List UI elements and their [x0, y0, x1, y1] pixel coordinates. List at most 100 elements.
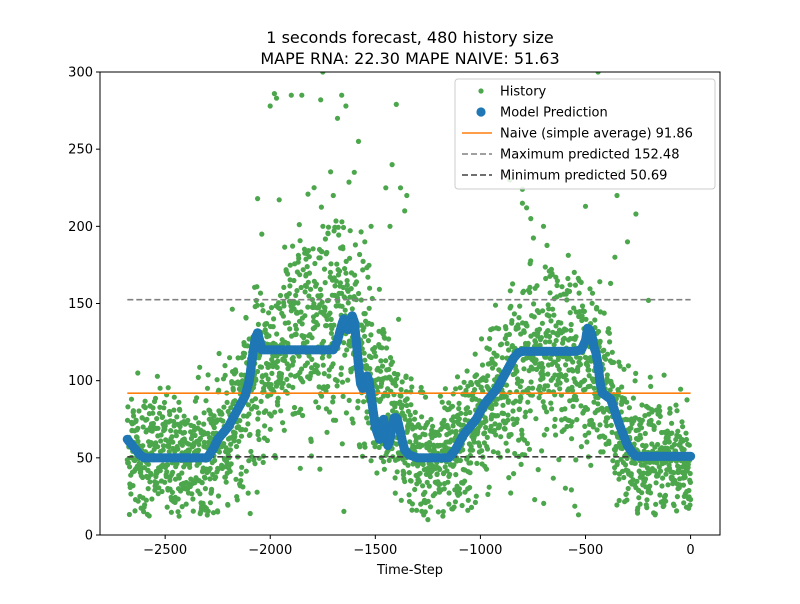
history-point [393, 101, 399, 107]
history-point [427, 504, 434, 510]
history-point [238, 433, 245, 439]
history-point [625, 363, 632, 369]
history-point [155, 491, 161, 497]
history-point [450, 423, 456, 429]
history-point [630, 477, 636, 483]
history-point [478, 336, 485, 342]
history-point [341, 340, 347, 346]
history-point [353, 279, 360, 285]
history-point [383, 345, 390, 351]
history-point [357, 444, 363, 450]
history-point [563, 362, 569, 368]
history-point [356, 290, 362, 297]
history-point [633, 370, 639, 376]
prediction-point [685, 451, 696, 461]
history-point [490, 449, 496, 455]
history-point [528, 216, 534, 222]
history-point [334, 378, 340, 384]
history-point [565, 252, 571, 258]
history-point [491, 427, 497, 434]
history-point [196, 420, 202, 426]
history-point [495, 413, 501, 419]
history-point [494, 353, 500, 359]
history-point [363, 363, 370, 369]
history-point [577, 361, 584, 368]
history-point [280, 380, 286, 386]
history-point [245, 421, 251, 427]
history-point [557, 380, 563, 386]
history-point [647, 483, 653, 489]
history-point [386, 336, 392, 342]
history-point [518, 461, 524, 467]
history-point [315, 404, 322, 410]
history-point [686, 442, 692, 448]
history-point [301, 246, 308, 252]
history-point [681, 447, 687, 453]
history-point [387, 355, 394, 361]
history-point [279, 385, 285, 391]
history-point [160, 443, 166, 449]
history-point [229, 306, 235, 312]
history-point [205, 508, 211, 514]
history-point [288, 372, 294, 378]
history-point [507, 389, 513, 395]
history-point [160, 414, 166, 420]
history-point [164, 504, 170, 510]
history-point [330, 394, 336, 400]
history-point [350, 420, 356, 426]
history-point [300, 379, 306, 385]
history-point [673, 402, 679, 408]
history-point [323, 406, 329, 412]
history-point [183, 501, 189, 507]
history-point [195, 374, 201, 380]
history-point [326, 409, 333, 415]
history-point [351, 169, 357, 175]
history-point [545, 328, 551, 334]
history-point [657, 492, 663, 498]
history-point [568, 423, 574, 429]
history-point [330, 399, 336, 405]
history-point [687, 479, 694, 485]
history-point [498, 434, 504, 440]
history-point [572, 503, 578, 509]
history-point [154, 373, 160, 379]
history-point [291, 404, 298, 411]
history-point [663, 471, 669, 477]
history-point [515, 325, 521, 331]
history-point [539, 320, 546, 326]
history-point [324, 429, 330, 435]
history-point [334, 115, 341, 121]
history-point [498, 341, 505, 347]
history-point [483, 424, 489, 431]
legend-maximum-predicted: Maximum predicted 152.48 [462, 148, 679, 163]
history-point [266, 333, 272, 339]
history-point [467, 409, 473, 416]
history-point [358, 229, 364, 235]
history-point [345, 300, 351, 306]
legend-label: Maximum predicted 152.48 [500, 148, 679, 163]
history-point [191, 423, 197, 429]
history-point [275, 402, 281, 408]
history-point [362, 444, 368, 450]
history-point [439, 399, 445, 405]
history-point [126, 511, 132, 518]
history-point [451, 419, 457, 425]
history-point [554, 278, 561, 284]
history-point [290, 358, 296, 364]
history-point [632, 378, 638, 384]
history-point [591, 385, 597, 391]
history-point [675, 463, 681, 469]
history-point [444, 468, 450, 474]
history-point [440, 509, 446, 515]
history-point [310, 246, 316, 252]
history-point [215, 493, 222, 499]
history-point [242, 350, 248, 357]
history-point [569, 419, 575, 425]
history-point [318, 97, 324, 103]
history-point [482, 430, 488, 436]
history-point [320, 223, 326, 229]
history-point [254, 489, 260, 495]
history-point [431, 448, 437, 454]
history-point [573, 397, 580, 403]
history-point [255, 196, 261, 202]
